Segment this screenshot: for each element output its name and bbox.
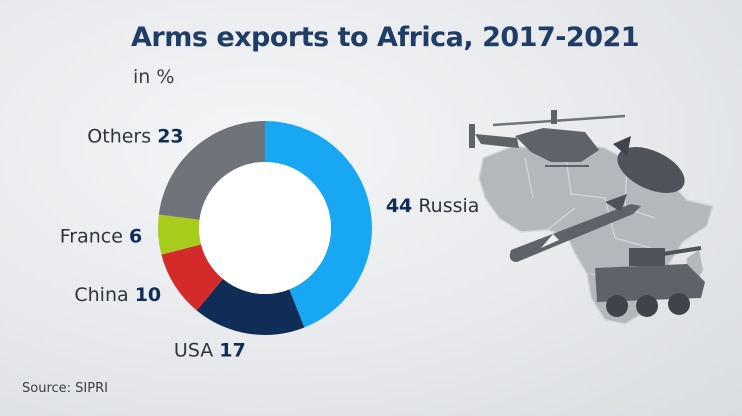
chart-subtitle: in % — [133, 66, 175, 88]
label-name: USA — [174, 339, 213, 361]
label-value: 6 — [129, 226, 142, 248]
label-usa: USA 17 — [174, 339, 246, 361]
slice-usa — [196, 278, 305, 335]
chart-title: Arms exports to Africa, 2017-2021 — [131, 22, 640, 53]
helicopter-icon — [469, 110, 626, 167]
donut-hole — [199, 162, 331, 294]
bomb-icon — [613, 136, 685, 193]
slice-france — [158, 214, 202, 255]
label-others: Others 23 — [87, 126, 183, 148]
label-name: France — [60, 226, 123, 248]
label-russia: 44 Russia — [386, 195, 480, 217]
slice-others — [158, 121, 265, 220]
label-value: 10 — [135, 284, 161, 306]
label-france: France 6 — [60, 226, 142, 248]
label-name: China — [74, 284, 128, 306]
arms-illustration — [469, 110, 714, 325]
armored-vehicle-icon — [595, 246, 705, 317]
label-china: China 10 — [74, 284, 161, 306]
label-value: 23 — [157, 126, 183, 148]
label-name: Others — [87, 126, 151, 148]
missile-icon — [509, 194, 641, 262]
label-value: 44 — [386, 195, 412, 217]
source-note: Source: SIPRI — [22, 381, 108, 396]
slice-china — [161, 244, 223, 311]
label-name: Russia — [418, 195, 479, 217]
label-value: 17 — [219, 339, 245, 361]
slice-russia — [265, 121, 372, 328]
